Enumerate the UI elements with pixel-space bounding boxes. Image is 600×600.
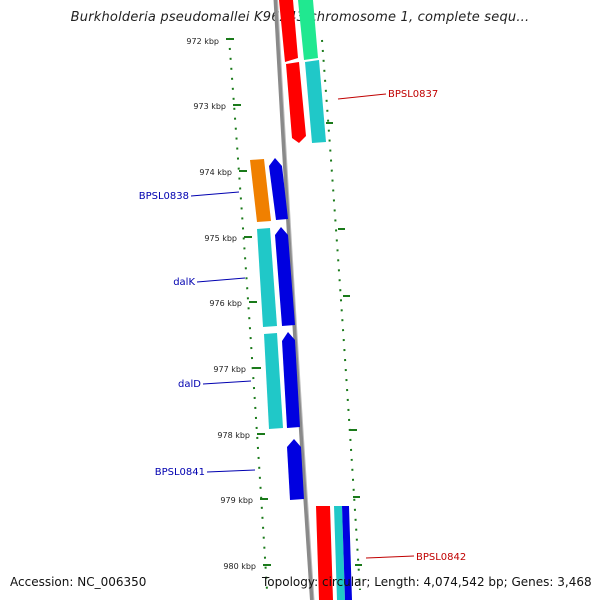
tick-label-978: 978 kbp bbox=[217, 431, 250, 440]
tick-label-977: 977 kbp bbox=[213, 365, 246, 374]
label-leaders bbox=[190, 93, 415, 559]
label-bpsl0837[interactable]: BPSL0837 bbox=[388, 89, 438, 100]
label-dald[interactable]: dalD bbox=[178, 379, 201, 390]
leader-dald bbox=[202, 380, 252, 385]
leader-bpsl0837 bbox=[337, 93, 387, 100]
gene-top-red[interactable] bbox=[279, 0, 298, 62]
gene-labels: BPSL0837 BPSL0838 dalK dalD BPSL0841 BPS… bbox=[139, 89, 467, 563]
reverse-strand-genes bbox=[250, 158, 304, 500]
scale-ticks: 972 kbp 973 kbp 974 kbp 975 kbp 976 kbp … bbox=[186, 37, 362, 571]
label-bpsl0838[interactable]: BPSL0838 bbox=[139, 191, 189, 202]
gene-dald-blue[interactable] bbox=[282, 332, 300, 428]
tick-label-975: 975 kbp bbox=[204, 234, 237, 243]
gene-bpsl0837-red[interactable] bbox=[286, 62, 306, 143]
leader-bpsl0841 bbox=[206, 469, 256, 473]
gene-dalk-teal[interactable] bbox=[257, 228, 277, 327]
gene-bpsl0841-blue[interactable] bbox=[287, 439, 304, 500]
scale-ring-outer bbox=[321, 39, 361, 591]
gene-bpsl0842-blue[interactable] bbox=[342, 506, 352, 600]
leader-dalk bbox=[196, 277, 246, 283]
gene-bpsl0838-orange[interactable] bbox=[250, 159, 271, 222]
label-bpsl0841[interactable]: BPSL0841 bbox=[155, 467, 205, 478]
tick-label-974: 974 kbp bbox=[199, 168, 232, 177]
gene-bpsl0837-teal[interactable] bbox=[305, 60, 326, 143]
tick-label-973: 973 kbp bbox=[193, 102, 226, 111]
tick-label-980: 980 kbp bbox=[223, 562, 256, 571]
leader-bpsl0842 bbox=[365, 555, 415, 559]
label-bpsl0842[interactable]: BPSL0842 bbox=[416, 552, 466, 563]
gene-dalk-blue[interactable] bbox=[275, 227, 295, 326]
gene-top-green[interactable] bbox=[298, 0, 318, 60]
gene-dald-teal[interactable] bbox=[264, 333, 283, 429]
forward-strand-genes bbox=[279, 0, 352, 600]
tick-label-972: 972 kbp bbox=[186, 37, 219, 46]
accession-text: Accession: NC_006350 bbox=[10, 575, 147, 589]
gene-bpsl0842-red[interactable] bbox=[316, 506, 333, 600]
gene-bpsl0842-teal[interactable] bbox=[334, 506, 345, 600]
genome-summary-text: Topology: circular; Length: 4,074,542 bp… bbox=[262, 575, 592, 589]
scale-ring-inner bbox=[228, 37, 268, 591]
tick-label-976: 976 kbp bbox=[209, 299, 242, 308]
tick-label-979: 979 kbp bbox=[220, 496, 253, 505]
leader-bpsl0838 bbox=[190, 191, 240, 197]
label-dalk[interactable]: dalK bbox=[173, 277, 195, 288]
gene-bpsl0838-blue[interactable] bbox=[269, 158, 288, 220]
chromosome-backbone-shadow bbox=[277, 0, 315, 600]
